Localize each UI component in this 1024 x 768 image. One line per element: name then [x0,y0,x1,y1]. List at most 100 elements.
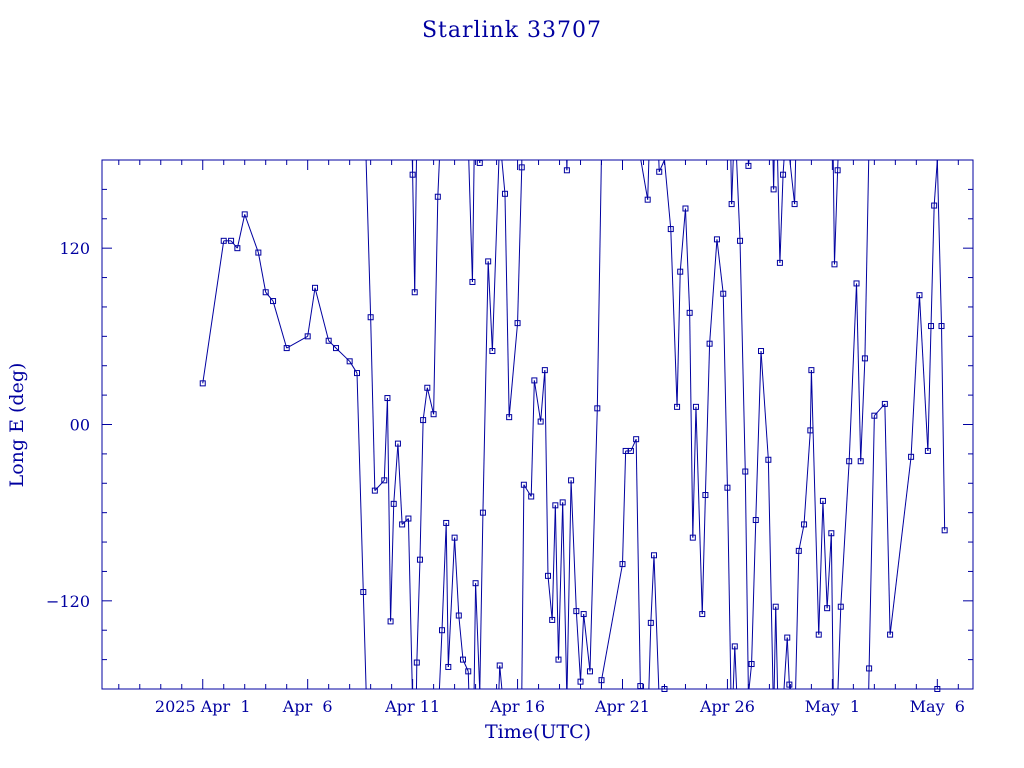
series-segment [794,159,797,205]
series-segment [236,214,246,249]
data-point [795,547,802,554]
data-point [706,340,713,347]
series-segment [848,283,858,462]
data-point [941,527,948,534]
data-point [241,211,248,218]
series-segment [751,519,757,665]
x-tick-label: May 6 [910,697,965,716]
data-point [549,616,556,623]
data-point [791,201,798,208]
x-tick-label: Apr 16 [489,697,545,716]
series-segment [554,505,559,660]
plot-frame [101,159,974,690]
series-segment [521,484,525,690]
data-point [537,418,544,425]
data-point [650,552,657,559]
series-segment [648,622,652,690]
data-point [459,656,466,663]
series-segment [732,646,736,690]
data-point [465,668,472,675]
series-segment [832,159,835,265]
series-segment [650,555,655,623]
series-segment [491,159,500,352]
x-tick-label: Apr 6 [282,697,333,716]
data-point [390,500,397,507]
data-point [786,681,793,688]
series-segment [575,611,582,682]
series-segment [374,480,385,491]
data-point [656,168,663,175]
series-segment [748,663,753,690]
series-segment [383,398,388,481]
series-segment [941,326,946,531]
series-segment [362,592,367,690]
series-segment [349,361,358,374]
data-point [312,284,319,291]
series-segment [818,500,824,635]
series-segment [445,522,449,667]
series-segment [739,240,746,472]
data-point [724,484,731,491]
series-segment [736,159,741,241]
series-segment [356,373,364,593]
data-point [304,333,311,340]
series-segment [783,637,788,690]
data-point [451,534,458,541]
data-point [528,493,535,500]
series-segment [676,271,681,407]
data-point [434,193,441,200]
series-segment [936,159,943,327]
data-point [199,380,206,387]
data-point [485,258,492,265]
series-segment [884,403,891,635]
series-segment [653,555,660,690]
data-point [819,497,826,504]
data-point [728,201,735,208]
chart-title: Starlink 33707 [422,18,602,43]
series-segment [689,312,694,538]
series-segment [544,370,549,576]
series-line [202,159,946,690]
series-segment [508,323,519,418]
series-segment [695,406,703,615]
data-point [866,665,873,672]
data-point [667,226,674,233]
data-point [586,668,593,675]
data-point [807,427,814,434]
series-segment [830,533,834,690]
data-point [409,171,416,178]
data-point [580,611,587,618]
series-segment [744,471,749,690]
series-segment [767,459,774,690]
series-segment [716,239,724,294]
series-segment [501,159,506,194]
data-point [770,186,777,193]
data-point [837,603,844,610]
data-point [472,580,479,587]
series-segment [422,387,428,421]
series-segment [786,637,790,685]
series-segment [533,380,542,422]
data-point [908,453,915,460]
data-point [831,261,838,268]
data-point [439,627,446,634]
data-point [853,280,860,287]
data-point [780,171,787,178]
data-point [563,167,570,174]
data-point [748,661,755,668]
series-segment [583,614,591,672]
data-point [758,348,765,355]
series-segment [562,502,568,690]
data-point [801,521,808,528]
data-point [682,205,689,212]
data-point [699,611,706,618]
series-segment [726,487,732,690]
series-segment [798,524,805,551]
data-point [445,663,452,670]
series-segment [328,340,337,349]
series-segment [547,575,553,620]
data-point [928,323,935,330]
data-point [776,259,783,266]
series-segment [487,261,493,352]
series-segment [647,159,650,200]
